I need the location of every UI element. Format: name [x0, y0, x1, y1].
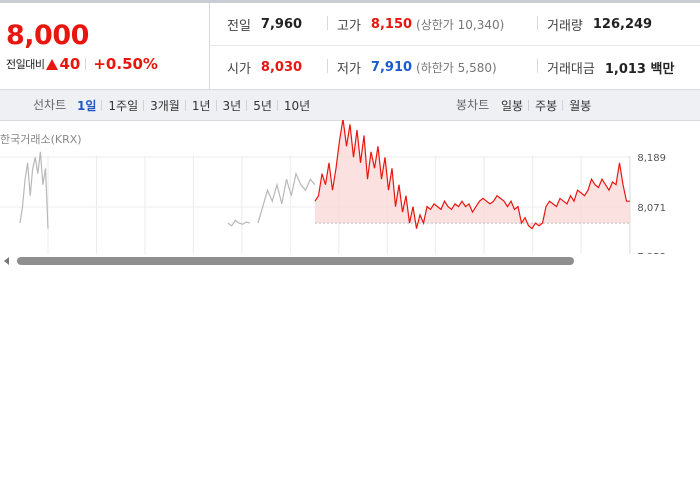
open-label: 시가	[227, 61, 251, 77]
divider	[327, 59, 328, 73]
price-line	[257, 171, 316, 224]
tab-10y[interactable]: 10년	[276, 97, 316, 114]
high-cell: 고가 8,150 (상한가 10,340)	[337, 3, 504, 45]
price-line	[19, 151, 49, 229]
stats-row-1: 전일 7,960 고가 8,150 (상한가 10,340) 거래량 126,2…	[210, 3, 700, 46]
change-value: 40	[59, 55, 81, 73]
change-percent: +0.50%	[93, 55, 158, 73]
price-line	[314, 120, 630, 230]
trade-value-value: 1,013 백만	[604, 61, 675, 77]
tab-weekly-candle[interactable]: 주봉	[528, 97, 563, 114]
trade-value-cell: 거래대금 1,013 백만	[547, 46, 674, 88]
low-value: 7,910	[370, 59, 413, 75]
tab-3y[interactable]: 3년	[215, 97, 248, 114]
top-border	[0, 0, 700, 3]
divider	[537, 16, 538, 30]
low-label: 저가	[337, 61, 361, 77]
lower-limit: (하한가 5,580)	[416, 60, 497, 75]
y-tick-label: 8,071	[637, 203, 666, 214]
y-tick-label: 8,189	[637, 153, 666, 164]
tab-1d[interactable]: 1일	[77, 98, 97, 113]
chart-scrollbar[interactable]	[0, 254, 700, 268]
data-source-label: 한국거래소(KRX)	[0, 133, 82, 146]
price-area	[315, 120, 630, 229]
line-chart-label: 선차트	[33, 98, 67, 112]
period-bar: 선차트 1일 1주일 3개월 1년 3년 5년 10년 봉차트 일봉 주봉 월봉	[0, 90, 700, 121]
volume-label: 거래량	[547, 18, 583, 34]
up-triangle-icon	[46, 58, 59, 70]
divider	[85, 58, 87, 70]
trade-value-label: 거래대금	[547, 61, 595, 77]
low-cell: 저가 7,910 (하한가 5,580)	[337, 46, 497, 88]
open-value: 8,030	[260, 59, 303, 75]
high-value: 8,150	[370, 16, 413, 32]
volume-cell: 거래량 126,249	[547, 3, 652, 45]
prev-close-label: 전일	[227, 18, 251, 34]
chart-series	[19, 120, 630, 230]
high-label: 고가	[337, 18, 361, 34]
tab-monthly-candle[interactable]: 월봉	[562, 97, 597, 114]
tab-1y[interactable]: 1년	[184, 97, 217, 114]
current-price: 8,000	[6, 20, 89, 51]
prev-close-value: 7,960	[260, 16, 303, 32]
tab-5y[interactable]: 5년	[246, 97, 278, 114]
divider	[537, 59, 538, 73]
line-period-tabs: 1일 1주일 3개월 1년 3년 5년 10년	[71, 90, 316, 120]
upper-limit: (상한가 10,340)	[416, 17, 505, 32]
scroll-thumb[interactable]	[17, 257, 574, 265]
candle-period-tabs: 일봉 주봉 월봉	[495, 90, 597, 120]
tab-3m[interactable]: 3개월	[143, 97, 186, 114]
scroll-left-arrow-icon[interactable]	[4, 257, 9, 265]
tab-daily-candle[interactable]: 일봉	[501, 98, 524, 113]
open-cell: 시가 8,030	[227, 46, 302, 88]
price-summary: 8,000 전일대비 40 +0.50% 전일 7,960 고가 8,150 (…	[0, 3, 700, 90]
current-price-box: 8,000 전일대비 40 +0.50%	[0, 3, 210, 89]
price-line	[227, 219, 251, 227]
candle-chart-label: 봉차트	[456, 98, 490, 112]
volume-value: 126,249	[592, 16, 653, 32]
tab-1w[interactable]: 1주일	[101, 97, 144, 114]
change-label: 전일대비	[6, 58, 45, 71]
change-row: 전일대비 40 +0.50%	[6, 55, 158, 73]
stats-row-2: 시가 8,030 저가 7,910 (하한가 5,580) 거래대금 1,013…	[210, 46, 700, 88]
divider	[327, 16, 328, 30]
prev-close-cell: 전일 7,960	[227, 3, 302, 45]
